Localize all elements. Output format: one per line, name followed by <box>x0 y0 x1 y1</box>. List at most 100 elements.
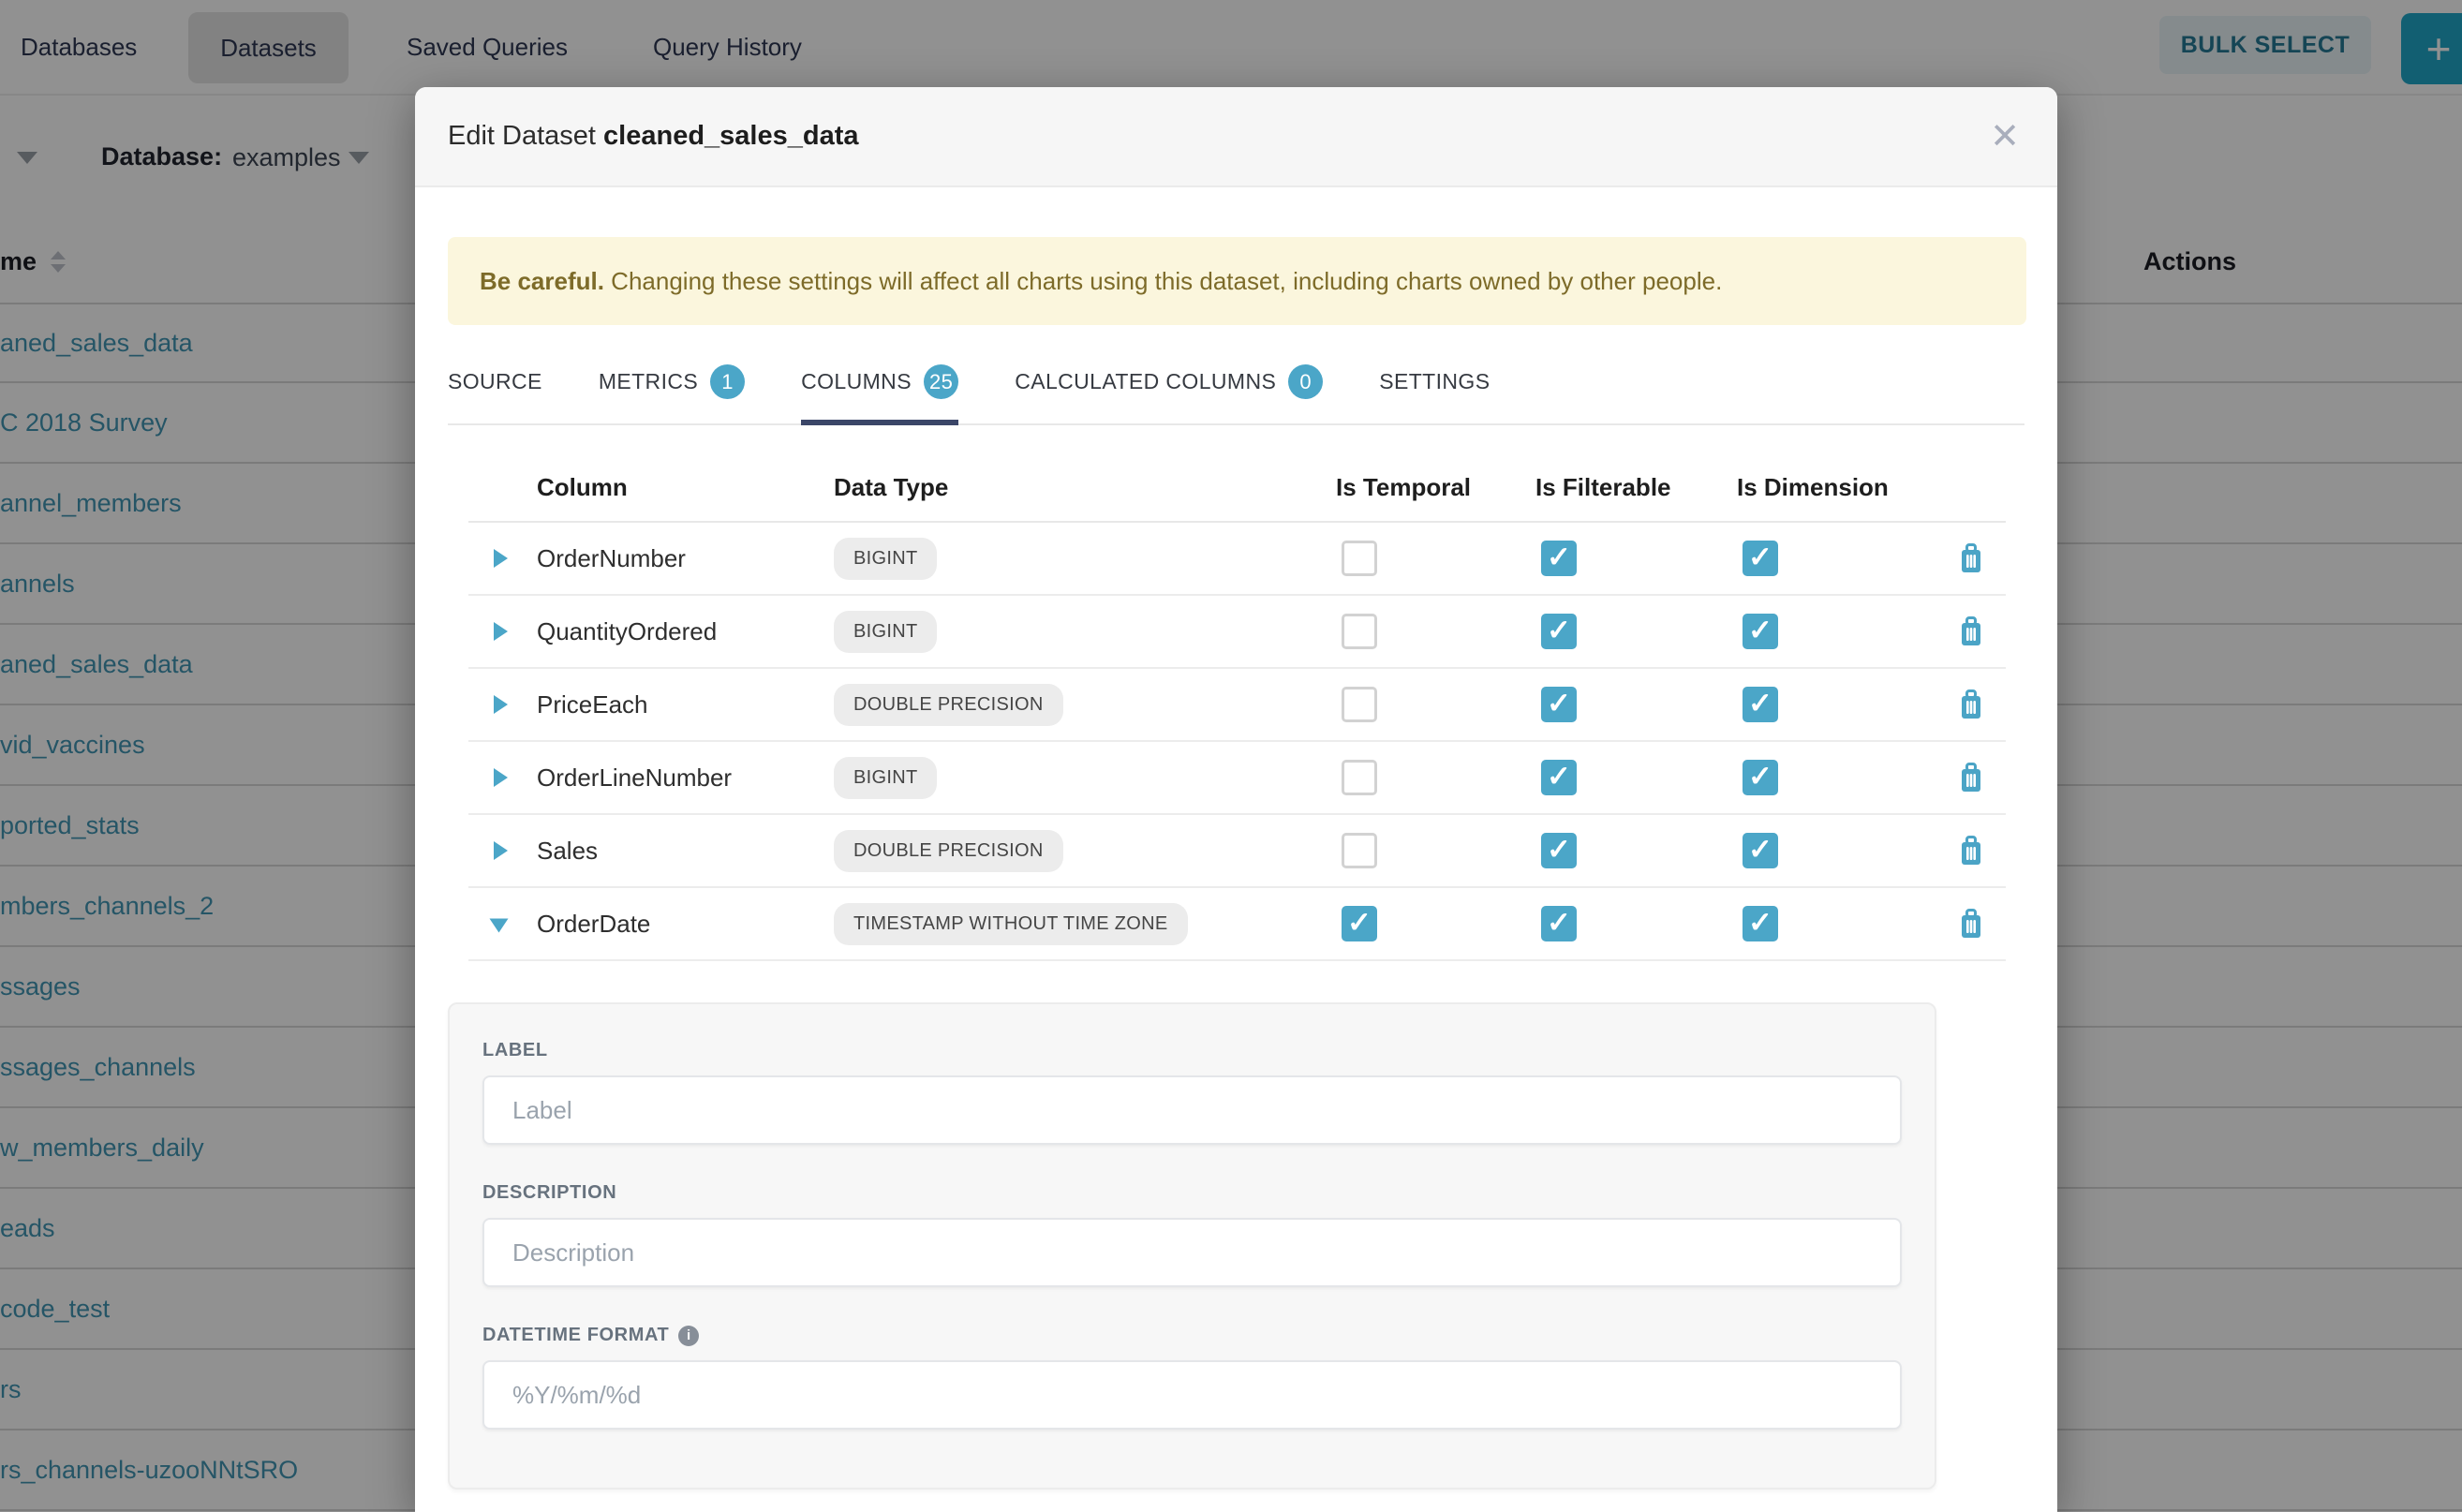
is-filterable-checkbox[interactable] <box>1541 614 1577 649</box>
is-temporal-checkbox[interactable] <box>1342 687 1377 722</box>
is-temporal-checkbox[interactable] <box>1342 614 1377 649</box>
delete-icon[interactable] <box>1957 762 1985 793</box>
expand-caret-icon[interactable] <box>494 549 508 568</box>
delete-icon[interactable] <box>1957 542 1985 574</box>
collapse-caret-icon[interactable] <box>489 918 509 933</box>
expand-caret-icon[interactable] <box>494 768 508 787</box>
column-detail-panel: LABEL DESCRIPTION DATETIME FORMAT <box>448 1002 1936 1490</box>
tab-label: CALCULATED COLUMNS <box>1015 369 1277 393</box>
dataset-link[interactable]: ssages <box>0 971 81 1001</box>
column-row: OrderLineNumber BIGINT <box>468 742 2006 815</box>
is-dimension-checkbox[interactable] <box>1743 760 1778 795</box>
is-dimension-checkbox[interactable] <box>1743 541 1778 576</box>
delete-icon[interactable] <box>1957 835 1985 867</box>
close-icon[interactable]: ✕ <box>1990 116 2020 156</box>
is-dimension-checkbox[interactable] <box>1743 687 1778 722</box>
nav-item-saved-queries[interactable]: Saved Queries <box>407 32 568 61</box>
database-filter-label: Database: <box>101 142 223 170</box>
bulk-select-button[interactable]: BULK SELECT <box>2159 16 2371 74</box>
column-name: OrderDate <box>537 909 651 938</box>
delete-icon[interactable] <box>1957 615 1985 647</box>
dataset-link[interactable]: annel_members <box>0 488 182 517</box>
warning-bold: Be careful. <box>480 267 604 295</box>
nav-item-databases[interactable]: Databases <box>21 32 138 61</box>
column-row: QuantityOrdered BIGINT <box>468 596 2006 669</box>
dataset-link[interactable]: w_members_daily <box>0 1133 204 1162</box>
label-field: LABEL <box>482 1040 1902 1145</box>
data-type-pill: BIGINT <box>834 756 938 799</box>
column-row: OrderNumber BIGINT <box>468 523 2006 596</box>
is-dimension-checkbox[interactable] <box>1743 833 1778 868</box>
database-filter-value[interactable]: examples <box>232 143 341 171</box>
chevron-down-icon[interactable] <box>349 152 369 164</box>
dataset-link[interactable]: rs <box>0 1374 22 1403</box>
dataset-link[interactable]: ssages_channels <box>0 1052 196 1081</box>
is-temporal-checkbox[interactable] <box>1342 906 1377 941</box>
is-temporal-checkbox[interactable] <box>1342 541 1377 576</box>
datetime-format-input[interactable] <box>482 1360 1902 1430</box>
column-name: QuantityOrdered <box>537 616 718 645</box>
edit-dataset-modal: Edit Dataset cleaned_sales_data ✕ Be car… <box>415 87 2057 1512</box>
column-name: OrderLineNumber <box>537 763 733 792</box>
add-dataset-button[interactable]: + <box>2401 13 2462 84</box>
is-dimension-checkbox[interactable] <box>1743 614 1778 649</box>
datetime-format-field: DATETIME FORMAT <box>482 1325 1902 1430</box>
description-input[interactable] <box>482 1218 1902 1287</box>
is-filterable-checkbox[interactable] <box>1541 687 1577 722</box>
modal-header: Edit Dataset cleaned_sales_data ✕ <box>415 87 2057 187</box>
delete-icon[interactable] <box>1957 908 1985 940</box>
dataset-link[interactable]: aned_sales_data <box>0 649 193 678</box>
chevron-down-icon[interactable] <box>17 152 37 164</box>
dataset-link[interactable]: ported_stats <box>0 810 140 839</box>
column-row: PriceEach DOUBLE PRECISION <box>468 669 2006 742</box>
tab-label: SOURCE <box>448 369 542 393</box>
label-field-label: LABEL <box>482 1040 548 1060</box>
dataset-link[interactable]: mbers_channels_2 <box>0 891 215 920</box>
plus-icon: + <box>2425 24 2452 73</box>
label-input[interactable] <box>482 1075 1902 1145</box>
header-column: Column <box>537 472 628 501</box>
column-row: OrderDate TIMESTAMP WITHOUT TIME ZONE <box>468 888 2006 961</box>
dataset-link[interactable]: rs_channels-uzooNNtSRO <box>0 1455 299 1484</box>
dataset-link[interactable]: eads <box>0 1213 55 1242</box>
nav-item-query-history[interactable]: Query History <box>653 32 802 61</box>
is-dimension-checkbox[interactable] <box>1743 906 1778 941</box>
dataset-link[interactable]: annels <box>0 569 75 598</box>
data-type-pill: TIMESTAMP WITHOUT TIME ZONE <box>834 902 1188 945</box>
warning-text: Changing these settings will affect all … <box>603 267 1723 295</box>
dataset-link[interactable]: aned_sales_data <box>0 328 193 357</box>
expand-caret-icon[interactable] <box>494 841 508 860</box>
is-filterable-checkbox[interactable] <box>1541 541 1577 576</box>
tab-settings[interactable]: SETTINGS <box>1379 364 1490 423</box>
is-filterable-checkbox[interactable] <box>1541 760 1577 795</box>
modal-title: Edit Dataset cleaned_sales_data <box>448 121 859 152</box>
tab-count-badge: 1 <box>710 364 746 399</box>
tab-metrics[interactable]: METRICS 1 <box>598 364 746 423</box>
sort-icon[interactable] <box>51 251 66 273</box>
dataset-link[interactable]: code_test <box>0 1294 111 1323</box>
data-type-pill: DOUBLE PRECISION <box>834 829 1063 872</box>
is-filterable-checkbox[interactable] <box>1541 833 1577 868</box>
tab-label: METRICS <box>598 369 699 393</box>
header-is-filterable: Is Filterable <box>1535 472 1671 501</box>
dataset-link[interactable]: C 2018 Survey <box>0 408 168 437</box>
column-header-actions: Actions <box>2143 247 2237 275</box>
expand-caret-icon[interactable] <box>494 695 508 714</box>
tab-columns[interactable]: COLUMNS 25 <box>801 364 959 425</box>
delete-icon[interactable] <box>1957 689 1985 720</box>
tab-calculated-columns[interactable]: CALCULATED COLUMNS 0 <box>1015 364 1324 423</box>
datetime-format-label-text: DATETIME FORMAT <box>482 1325 670 1345</box>
dataset-link[interactable]: vid_vaccines <box>0 730 145 759</box>
expand-caret-icon[interactable] <box>494 622 508 641</box>
modal-dataset-name: cleaned_sales_data <box>603 121 859 151</box>
modal-tabs: SOURCE METRICS 1 COLUMNS 25 CALCULATED C… <box>448 325 2024 425</box>
info-icon[interactable] <box>678 1325 700 1346</box>
is-temporal-checkbox[interactable] <box>1342 760 1377 795</box>
column-header-name[interactable]: me <box>0 247 37 275</box>
is-temporal-checkbox[interactable] <box>1342 833 1377 868</box>
column-row: Sales DOUBLE PRECISION <box>468 815 2006 888</box>
tab-source[interactable]: SOURCE <box>448 364 542 423</box>
datetime-format-field-label: DATETIME FORMAT <box>482 1325 1902 1346</box>
is-filterable-checkbox[interactable] <box>1541 906 1577 941</box>
nav-item-datasets[interactable]: Datasets <box>188 12 349 83</box>
